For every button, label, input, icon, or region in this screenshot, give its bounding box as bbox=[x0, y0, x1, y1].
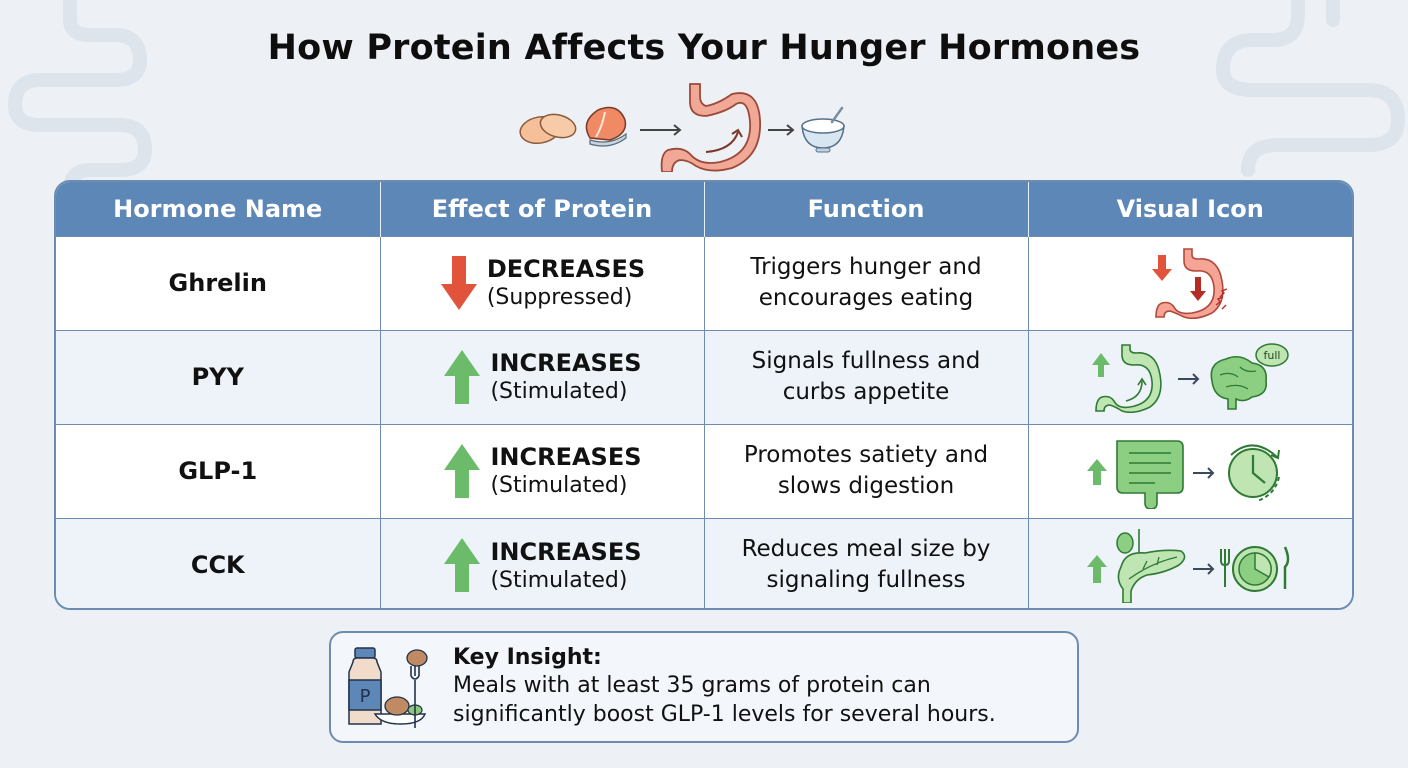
column-header-hormone-name: Hormone Name bbox=[56, 182, 381, 236]
hormone-name: Ghrelin bbox=[168, 269, 267, 297]
arrow-right-icon bbox=[640, 124, 682, 136]
chicken-breast-icon bbox=[519, 113, 577, 145]
table-row: GLP-1 INCREASES (Stimulated) Promotes sa… bbox=[56, 423, 1352, 518]
effect-cell: DECREASES (Suppressed) bbox=[381, 254, 704, 312]
salmon-steak-icon bbox=[585, 106, 627, 147]
stomach-to-brain-full-icon: full bbox=[1092, 343, 1289, 413]
hormone-name: CCK bbox=[190, 551, 245, 580]
effect-label: INCREASES bbox=[490, 349, 642, 378]
arrow-down-icon bbox=[440, 256, 477, 310]
page-title: How Protein Affects Your Hunger Hormones bbox=[267, 28, 1141, 68]
background-intestine-icon bbox=[7, 0, 153, 190]
function-cell: Promotes satiety and slows digestion bbox=[704, 423, 1029, 518]
stomach-growling-down-arrows-icon bbox=[1152, 248, 1228, 319]
insight-title: Key Insight: bbox=[453, 644, 602, 670]
hormone-name: PYY bbox=[191, 363, 244, 391]
function-cell: Triggers hunger and encourages eating bbox=[704, 235, 1029, 330]
function-cell: Reduces meal size by signaling fullness bbox=[704, 517, 1029, 608]
table-row: PYY INCREASES (Stimulated) Signals fulln… bbox=[56, 329, 1352, 424]
arrow-up-icon bbox=[444, 444, 481, 498]
hormone-name: GLP-1 bbox=[178, 457, 258, 485]
protein-digestion-illustration bbox=[519, 83, 845, 172]
effect-note: (Stimulated) bbox=[490, 379, 628, 405]
protein-shake-and-meal-icon: P bbox=[348, 647, 428, 728]
yogurt-bowl-icon bbox=[801, 106, 845, 153]
pancreas-to-plate-icon bbox=[1087, 529, 1290, 604]
background-intestine-icon bbox=[1215, 0, 1406, 177]
effect-note: (Stimulated) bbox=[490, 473, 628, 499]
table-header-row: Hormone Name Effect of Protein Function … bbox=[56, 182, 1352, 236]
effect-label: INCREASES bbox=[490, 443, 642, 472]
effect-cell: INCREASES (Stimulated) bbox=[381, 348, 704, 406]
stomach-icon bbox=[660, 83, 761, 172]
insight-body-line-1: Meals with at least 35 grams of protein … bbox=[453, 672, 931, 698]
arrow-up-icon bbox=[444, 538, 481, 593]
key-insight-box: P Key Insight: Meals with at least 35 gr… bbox=[329, 631, 1079, 743]
effect-note: (Suppressed) bbox=[486, 285, 633, 311]
svg-text:full: full bbox=[1264, 349, 1281, 362]
effect-label: DECREASES bbox=[486, 255, 646, 284]
table-row: Ghrelin DECREASES (Suppressed) Triggers … bbox=[56, 235, 1352, 330]
arrow-up-icon bbox=[444, 350, 481, 404]
hormone-table: Hormone Name Effect of Protein Function … bbox=[54, 180, 1354, 610]
arrow-right-icon bbox=[768, 124, 795, 136]
function-cell: Signals fullness and curbs appetite bbox=[704, 329, 1029, 424]
effect-label: INCREASES bbox=[490, 537, 642, 566]
svg-text:P: P bbox=[360, 686, 371, 707]
insight-body-line-2: significantly boost GLP-1 levels for sev… bbox=[453, 701, 996, 727]
column-header-function: Function bbox=[704, 182, 1029, 236]
column-header-visual-icon: Visual Icon bbox=[1028, 182, 1352, 236]
effect-note: (Stimulated) bbox=[490, 567, 628, 593]
effect-cell: INCREASES (Stimulated) bbox=[381, 536, 704, 594]
effect-cell: INCREASES (Stimulated) bbox=[381, 442, 704, 500]
intestine-to-clock-icon bbox=[1087, 440, 1281, 509]
column-header-effect: Effect of Protein bbox=[380, 182, 705, 236]
table-row: CCK INCREASES (Stimulated) Reduces meal … bbox=[56, 517, 1352, 608]
